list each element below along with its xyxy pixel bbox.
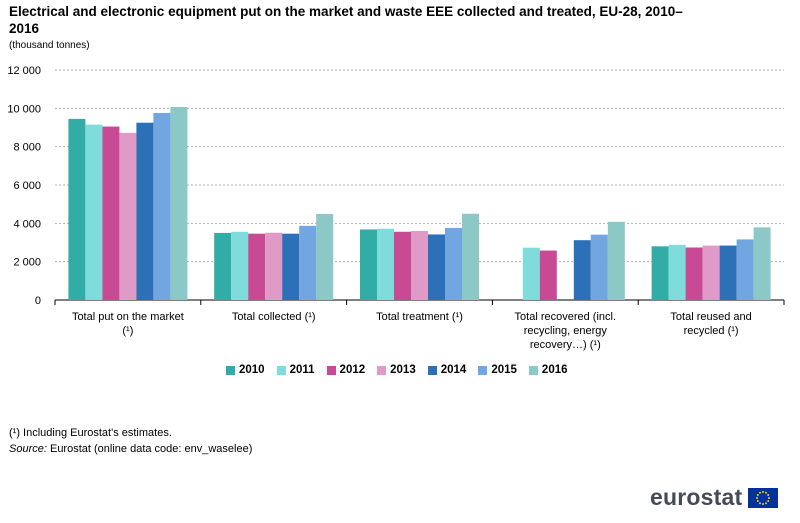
bar-2013 <box>119 132 137 300</box>
legend-label: 2015 <box>491 364 517 376</box>
legend-item-2010: 2010 <box>226 364 265 376</box>
legend-item-2012: 2012 <box>326 364 366 376</box>
source-text: Eurostat (online data code: env_waselee) <box>46 443 253 455</box>
x-category-label: Total recovered (incl. <box>515 311 617 323</box>
legend-label: 2014 <box>440 364 467 376</box>
y-tick-label: 2 000 <box>13 257 41 269</box>
y-tick-label: 12 000 <box>7 65 41 77</box>
legend-label: 2016 <box>541 364 568 376</box>
bar-2014 <box>428 234 445 300</box>
bar-2012 <box>394 231 411 300</box>
bar-2016 <box>170 106 188 300</box>
x-category-label: (¹) <box>122 325 133 337</box>
bar-2015 <box>736 239 754 300</box>
bar-2012 <box>248 233 266 300</box>
source-line: Source: Eurostat (online data code: env_… <box>9 441 252 457</box>
bar-2014 <box>573 240 591 300</box>
bar-2015 <box>299 225 317 300</box>
chart-title: Electrical and electronic equipment put … <box>9 4 683 36</box>
bar-2016 <box>316 213 334 300</box>
bar-2010 <box>360 229 377 300</box>
legend-label: 2012 <box>339 364 366 376</box>
x-category-label: recovery…) (¹) <box>530 339 601 351</box>
x-category-label: Total reused and <box>670 311 751 323</box>
bar-2013 <box>265 232 283 300</box>
bar-2014 <box>136 122 154 300</box>
bar-2014 <box>282 233 300 300</box>
y-tick-label: 0 <box>35 295 41 307</box>
y-tick-label: 10 000 <box>7 103 41 115</box>
footnote-block: (¹) Including Eurostat's estimates. Sour… <box>9 425 252 457</box>
chart-subtitle: (thousand tonnes) <box>9 40 90 51</box>
legend: 2010 2011 2012 2013 2014 2015 2016 <box>226 364 568 376</box>
y-tick-label: 6 000 <box>13 180 41 192</box>
bar-2011 <box>668 244 686 300</box>
bar-2013 <box>411 231 428 300</box>
bar-2014 <box>719 245 737 300</box>
logo-text: eurostat <box>650 484 743 510</box>
legend-swatch <box>226 365 235 375</box>
legend-swatch <box>478 365 488 375</box>
bar-2015 <box>590 234 608 300</box>
bar-2012 <box>102 126 120 301</box>
legend-item-2011: 2011 <box>276 364 315 376</box>
legend-label: 2011 <box>289 364 315 376</box>
bar-2011 <box>231 231 249 300</box>
y-tick-label: 4 000 <box>13 218 41 230</box>
bar-2011 <box>85 124 103 300</box>
legend-item-2014: 2014 <box>427 364 467 376</box>
legend-swatch <box>326 365 336 375</box>
x-category-label: Total collected (¹) <box>232 311 316 323</box>
bar-chart: 0 2 000 4 000 6 000 8 000 10 000 12 000 Total p… <box>7 65 785 351</box>
bar-2016 <box>462 213 479 300</box>
bar-2015 <box>445 227 462 300</box>
bar-2011 <box>377 228 394 300</box>
legend-swatch <box>528 365 538 375</box>
bar-2012 <box>539 250 557 300</box>
eurostat-logo: eurostat <box>650 484 779 511</box>
legend-swatch <box>427 365 437 375</box>
bar-2016 <box>753 227 771 300</box>
legend-label: 2013 <box>390 364 416 376</box>
x-category-label: recycled (¹) <box>684 325 739 337</box>
bar-2013 <box>702 245 720 300</box>
bar-2010 <box>214 232 232 300</box>
x-category-label: recycling, energy <box>524 325 608 337</box>
x-category-label: Total treatment (¹) <box>376 311 463 323</box>
footnote: (¹) Including Eurostat's estimates. <box>9 427 172 439</box>
y-tick-label: 8 000 <box>13 142 41 154</box>
legend-item-2015: 2015 <box>478 364 517 376</box>
source-label: Source: <box>9 443 47 455</box>
bar-2010 <box>651 246 669 300</box>
bar-2015 <box>153 112 171 300</box>
bar-2012 <box>685 247 703 300</box>
eu-flag-icon <box>748 487 779 508</box>
legend-swatch <box>377 365 387 375</box>
legend-swatch <box>276 365 286 375</box>
bar-2011 <box>522 247 540 300</box>
legend-item-2013: 2013 <box>377 364 416 376</box>
legend-item-2016: 2016 <box>528 364 568 376</box>
bar-2016 <box>607 221 625 300</box>
legend-label: 2010 <box>239 364 265 376</box>
x-category-label: Total put on the market <box>72 311 184 323</box>
bar-2010 <box>68 118 86 300</box>
